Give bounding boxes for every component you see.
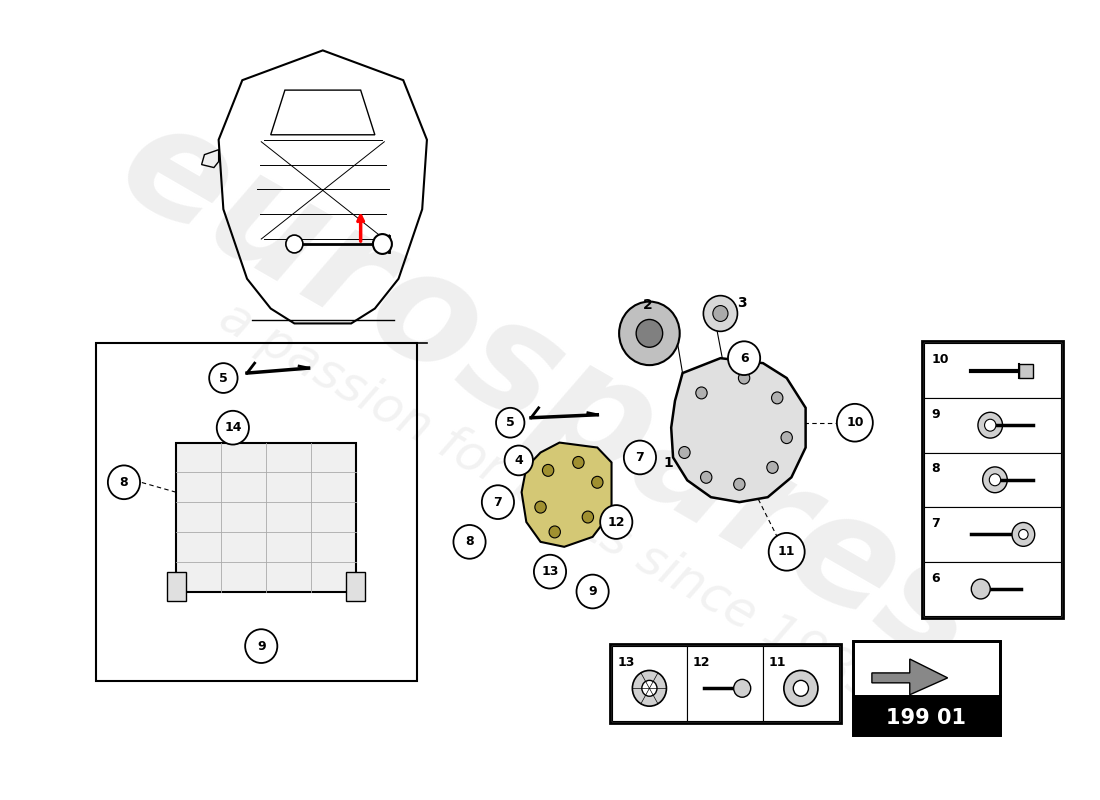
Circle shape [534,554,566,589]
Text: 8: 8 [120,476,129,489]
Circle shape [679,446,690,458]
Text: a passion for parts since 1985: a passion for parts since 1985 [211,293,889,712]
Text: 8: 8 [932,462,940,475]
Bar [924,507,1062,562]
Circle shape [505,446,534,475]
Bar [922,342,1063,618]
Circle shape [582,511,594,523]
Bar [176,442,356,591]
Circle shape [728,342,760,375]
Circle shape [209,363,238,393]
Circle shape [624,441,656,474]
Bar [346,572,365,602]
Circle shape [701,471,712,483]
Circle shape [245,630,277,663]
Polygon shape [872,659,947,694]
Circle shape [217,411,249,445]
Circle shape [971,579,990,599]
Text: eurospares: eurospares [95,87,1005,699]
Bar [763,646,839,721]
Text: 3: 3 [737,295,747,310]
Text: 12: 12 [693,656,711,669]
Circle shape [496,408,525,438]
Bar [609,644,840,722]
Circle shape [769,533,805,570]
Circle shape [453,525,485,558]
Polygon shape [521,442,612,547]
Circle shape [482,486,514,519]
Circle shape [781,432,792,443]
Circle shape [978,412,1002,438]
Text: 12: 12 [607,515,625,529]
Circle shape [641,680,657,696]
Text: 5: 5 [506,416,515,430]
Circle shape [542,465,553,476]
Circle shape [1019,530,1028,539]
Bar [688,646,763,721]
Circle shape [767,462,778,474]
Text: 14: 14 [224,421,242,434]
Circle shape [108,466,140,499]
Text: 6: 6 [932,572,940,585]
Text: 9: 9 [588,585,597,598]
Text: 9: 9 [932,408,940,421]
Circle shape [703,296,737,331]
Text: 9: 9 [257,640,265,653]
Text: 1: 1 [663,456,673,470]
Text: 6: 6 [740,352,748,365]
Circle shape [632,670,667,706]
Text: 199 01: 199 01 [887,707,966,727]
Text: 10: 10 [846,416,864,430]
Circle shape [286,235,302,253]
Bar [852,696,1000,735]
Text: 13: 13 [541,565,559,578]
Circle shape [696,387,707,399]
Circle shape [734,679,750,698]
Bar [924,343,1062,398]
Circle shape [636,319,662,347]
Text: 13: 13 [617,656,635,669]
Circle shape [619,302,680,365]
Circle shape [837,404,872,442]
Text: 2: 2 [642,298,652,311]
Text: 5: 5 [219,371,228,385]
Circle shape [989,474,1001,486]
Text: 7: 7 [932,517,940,530]
Bar [924,562,1062,616]
Circle shape [535,501,547,513]
Bar [166,572,186,602]
Text: 11: 11 [769,656,786,669]
Circle shape [771,392,783,404]
Circle shape [784,670,818,706]
Text: 10: 10 [932,354,949,366]
Circle shape [601,505,632,539]
Circle shape [713,306,728,322]
Circle shape [982,467,1008,493]
Text: 11: 11 [778,546,795,558]
Bar [924,453,1062,507]
Bar [852,641,1000,696]
Bar [1019,364,1033,378]
Polygon shape [671,358,805,502]
Bar [612,646,688,721]
Text: 4: 4 [515,454,524,467]
Circle shape [793,680,808,696]
Circle shape [1012,522,1035,546]
Circle shape [373,234,392,254]
Circle shape [592,476,603,488]
Text: 7: 7 [494,496,503,509]
Circle shape [738,372,750,384]
Bar [852,641,1000,735]
Text: 8: 8 [465,535,474,548]
Circle shape [734,478,745,490]
Circle shape [576,574,608,608]
Bar [924,398,1062,453]
Circle shape [573,457,584,468]
Bar [96,343,418,681]
Circle shape [549,526,560,538]
Text: 7: 7 [636,451,645,464]
Circle shape [984,419,996,431]
